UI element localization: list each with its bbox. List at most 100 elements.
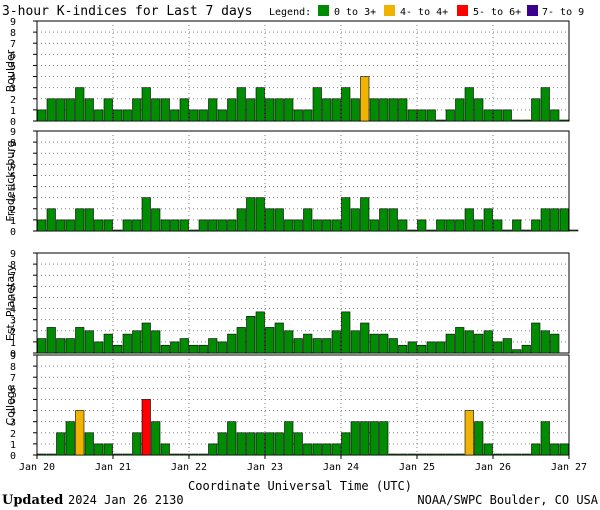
y-tick-label: 0	[10, 117, 16, 128]
k-index-bar	[388, 338, 398, 354]
k-index-bar	[407, 453, 417, 456]
k-index-bar	[388, 98, 398, 122]
x-tick-label: Jan 22	[171, 462, 207, 473]
k-index-bar	[483, 208, 493, 232]
legend-label-severe: 7- to 9	[542, 7, 584, 18]
k-index-bar	[246, 316, 256, 354]
k-index-bar	[493, 453, 503, 456]
k-index-bar	[350, 208, 360, 232]
k-index-bar	[198, 344, 208, 354]
y-tick-label: 8	[10, 28, 16, 39]
k-index-bar	[512, 219, 522, 232]
k-index-bar	[350, 98, 360, 122]
k-index-bar	[236, 87, 246, 122]
x-tick-label: Jan 20	[19, 462, 55, 473]
k-index-bar	[217, 219, 227, 232]
k-index-bar	[132, 98, 142, 122]
k-index-bar	[331, 219, 341, 232]
k-index-bar	[540, 208, 550, 232]
k-index-bar	[322, 98, 332, 122]
k-index-bar	[550, 333, 560, 354]
k-index-bar	[160, 344, 170, 354]
k-index-bar	[464, 87, 474, 122]
y-tick-label: 8	[10, 260, 16, 271]
panel-frame	[36, 20, 570, 122]
k-index-bar	[284, 330, 294, 354]
y-tick-label: 4	[10, 305, 16, 316]
k-index-bar	[208, 219, 218, 232]
k-index-bar	[350, 421, 360, 456]
k-index-bar	[502, 338, 512, 354]
y-tick-label: 0	[10, 451, 16, 462]
k-index-bar	[455, 219, 465, 232]
k-index-bar	[255, 197, 265, 232]
k-index-bar	[360, 197, 370, 232]
k-index-bar	[350, 330, 360, 354]
k-index-bar	[84, 432, 94, 456]
k-index-bar	[65, 98, 75, 122]
k-index-bar	[217, 109, 227, 122]
k-index-bar	[132, 219, 142, 232]
k-index-bar	[151, 421, 161, 456]
k-index-bar	[436, 119, 446, 122]
k-index-bar	[293, 109, 303, 122]
k-index-bar	[455, 327, 465, 354]
k-index-bar	[322, 338, 332, 354]
k-index-bar	[65, 421, 75, 456]
k-index-bar	[284, 98, 294, 122]
y-tick-label: 6	[10, 160, 16, 171]
k-index-bar	[160, 443, 170, 456]
k-index-bar	[426, 229, 436, 232]
k-index-bar	[303, 443, 313, 456]
k-index-bar	[540, 421, 550, 456]
k-index-bar	[388, 453, 398, 456]
k-index-bar	[151, 208, 161, 232]
k-index-bar	[293, 432, 303, 456]
y-tick-label: 3	[10, 316, 16, 327]
k-index-bar	[379, 333, 389, 354]
k-index-bar	[369, 219, 379, 232]
panel-label: Est. Planetary	[4, 264, 17, 341]
k-index-bar	[75, 410, 85, 456]
k-index-bar	[436, 219, 446, 232]
k-index-bar	[103, 98, 113, 122]
k-index-bar	[236, 208, 246, 232]
k-index-bar	[189, 229, 199, 232]
k-index-bar	[531, 219, 541, 232]
k-index-bar	[265, 98, 275, 122]
x-tick-label: Jan 24	[323, 462, 359, 473]
credit-text: NOAA/SWPC Boulder, CO USA	[417, 493, 598, 507]
k-index-bar	[265, 208, 275, 232]
k-index-bar	[84, 208, 94, 232]
k-index-bar	[493, 219, 503, 232]
k-index-bar	[407, 109, 417, 122]
k-index-bar	[274, 322, 284, 354]
k-index-bar	[122, 453, 132, 456]
k-index-bar	[217, 432, 227, 456]
k-index-bar	[208, 338, 218, 354]
k-index-bar	[303, 109, 313, 122]
k-index-bar	[512, 453, 522, 456]
k-index-bar	[37, 453, 47, 456]
k-index-bar	[360, 322, 370, 354]
k-index-bar	[160, 98, 170, 122]
y-tick-label: 9	[10, 127, 16, 138]
k-index-bar	[56, 432, 66, 456]
k-index-bar	[493, 341, 503, 354]
k-index-bar	[37, 219, 47, 232]
k-index-bar	[322, 219, 332, 232]
k-index-bar	[398, 453, 408, 456]
k-index-bar	[379, 208, 389, 232]
y-tick-label: 7	[10, 373, 16, 384]
k-index-bar	[322, 443, 332, 456]
k-index-bar	[103, 333, 113, 354]
k-index-bar	[236, 432, 246, 456]
k-index-bar	[303, 208, 313, 232]
k-index-bar	[312, 219, 322, 232]
k-index-bar	[94, 341, 104, 354]
k-index-bar	[474, 421, 484, 456]
legend-label-storm: 5- to 6+	[473, 7, 521, 18]
k-index-bar	[56, 98, 66, 122]
